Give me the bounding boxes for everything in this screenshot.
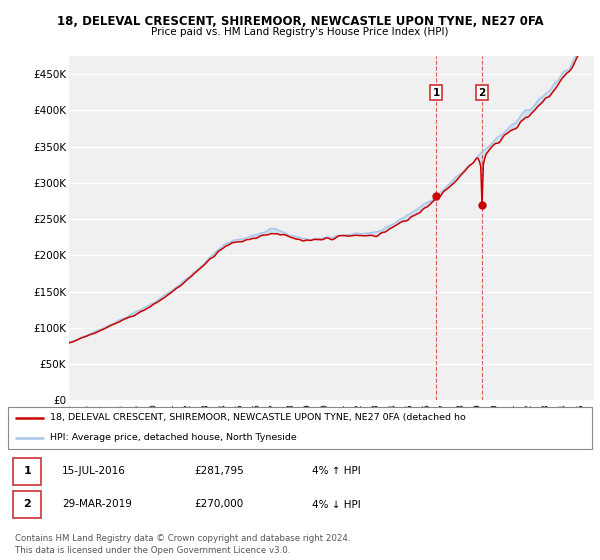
Text: 2: 2 xyxy=(479,88,486,98)
Text: 18, DELEVAL CRESCENT, SHIREMOOR, NEWCASTLE UPON TYNE, NE27 0FA (detached ho: 18, DELEVAL CRESCENT, SHIREMOOR, NEWCAST… xyxy=(50,413,466,422)
FancyBboxPatch shape xyxy=(8,407,592,449)
Text: 18, DELEVAL CRESCENT, SHIREMOOR, NEWCASTLE UPON TYNE, NE27 0FA: 18, DELEVAL CRESCENT, SHIREMOOR, NEWCAST… xyxy=(56,15,544,28)
Text: 4% ↓ HPI: 4% ↓ HPI xyxy=(312,500,361,510)
Text: 1: 1 xyxy=(433,88,440,98)
Text: 15-JUL-2016: 15-JUL-2016 xyxy=(62,466,126,477)
Text: 2: 2 xyxy=(23,500,31,510)
Text: £281,795: £281,795 xyxy=(194,466,244,477)
Text: £270,000: £270,000 xyxy=(194,500,244,510)
Text: 4% ↑ HPI: 4% ↑ HPI xyxy=(312,466,361,477)
FancyBboxPatch shape xyxy=(13,491,41,517)
Text: HPI: Average price, detached house, North Tyneside: HPI: Average price, detached house, Nort… xyxy=(50,433,297,442)
Text: 1: 1 xyxy=(23,466,31,477)
Text: 29-MAR-2019: 29-MAR-2019 xyxy=(62,500,132,510)
Text: Price paid vs. HM Land Registry's House Price Index (HPI): Price paid vs. HM Land Registry's House … xyxy=(151,27,449,37)
FancyBboxPatch shape xyxy=(13,458,41,484)
Text: Contains HM Land Registry data © Crown copyright and database right 2024.
This d: Contains HM Land Registry data © Crown c… xyxy=(15,534,350,555)
